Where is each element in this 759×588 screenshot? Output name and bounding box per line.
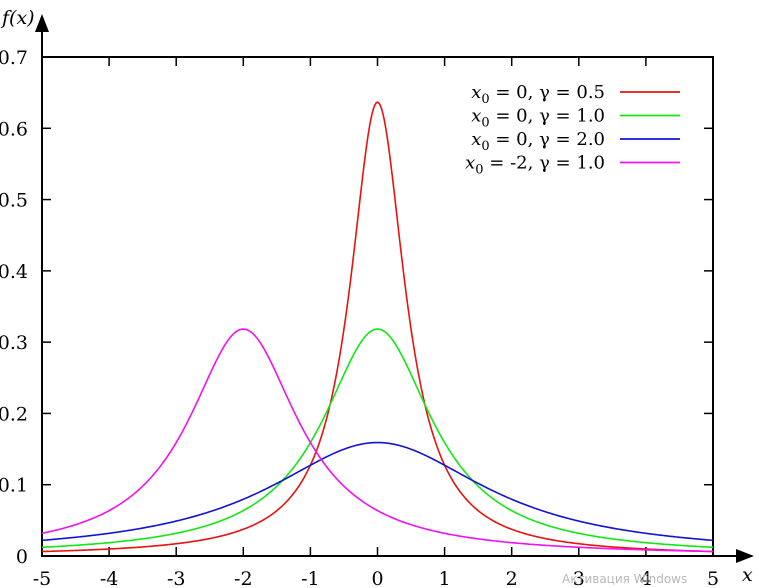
- axis-ticks: [42, 57, 713, 556]
- legend-entry-2: x0 = 0, γ = 1.0: [471, 106, 605, 131]
- y-axis-arrowhead: [35, 14, 49, 32]
- x-tick-label: 5: [707, 568, 719, 588]
- x-tick-label: 4: [640, 568, 652, 588]
- x-tick-label: -2: [234, 568, 253, 588]
- legend-entry-3: x0 = 0, γ = 2.0: [471, 129, 605, 154]
- x-tick-label: 0: [371, 568, 383, 588]
- y-tick-label: 0.6: [0, 118, 28, 140]
- series-line-4: [42, 328, 713, 553]
- series-line-1: [42, 101, 713, 553]
- x-tick-label: 2: [506, 568, 518, 588]
- y-axis-label: f(x): [0, 7, 35, 29]
- plot-frame: [41, 56, 714, 557]
- y-tick-label: 0.3: [0, 332, 28, 354]
- x-tick-label: 3: [573, 568, 585, 588]
- series-line-2: [42, 328, 713, 549]
- windows-activation-watermark: Активация Windows: [562, 572, 687, 586]
- y-tick-label: 0.4: [0, 261, 28, 283]
- legend-entry-1: x0 = 0, γ = 0.5: [471, 82, 605, 107]
- x-axis-arrowhead: [736, 549, 754, 563]
- x-tick-label: -4: [100, 568, 119, 588]
- x-tick-label: -5: [33, 568, 52, 588]
- y-tick-label: 0.2: [0, 403, 28, 425]
- x-tick-label: -3: [167, 568, 186, 588]
- series-line-3: [42, 441, 713, 542]
- legend-entry-4: x0 = -2, γ = 1.0: [465, 153, 605, 178]
- y-tick-label: 0.5: [0, 190, 28, 212]
- legend: x0 = 0, γ = 0.5x0 = 0, γ = 1.0x0 = 0, γ …: [465, 82, 680, 178]
- x-tick-label: 1: [439, 568, 451, 588]
- series-curves: [42, 101, 713, 553]
- y-tick-label: 0: [16, 546, 28, 568]
- y-tick-label: 0.1: [0, 475, 28, 497]
- y-tick-label: 0.7: [0, 47, 28, 69]
- x-axis-label: x: [742, 564, 753, 586]
- tick-labels: -5 -4 -3 -2 -1 0 1 2 3 4 5 0 0.1 0.2 0.3 0.4 0.5 0.6 0.7: [0, 47, 719, 588]
- x-tick-label: -1: [301, 568, 320, 588]
